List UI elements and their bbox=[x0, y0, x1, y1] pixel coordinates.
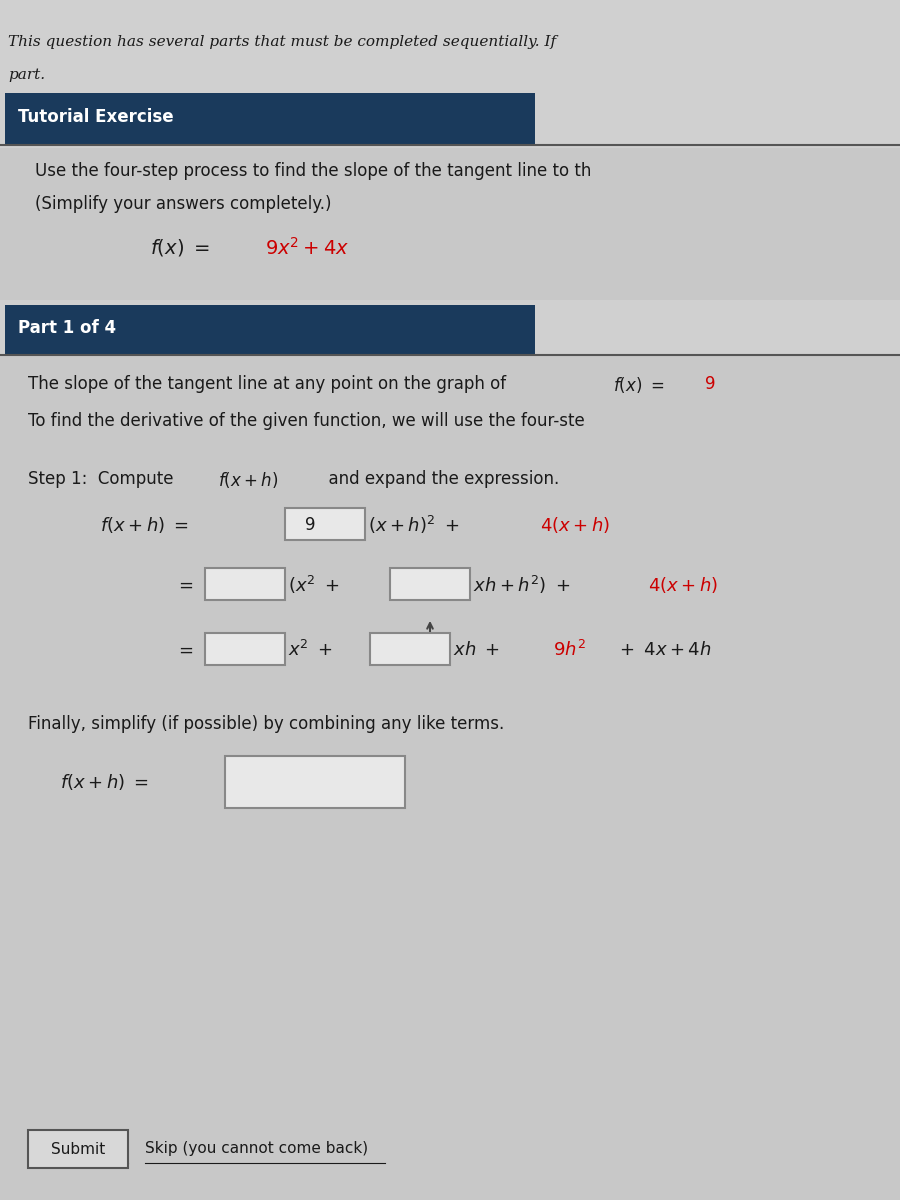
FancyBboxPatch shape bbox=[285, 508, 365, 540]
Text: Use the four-step process to find the slope of the tangent line to th: Use the four-step process to find the sl… bbox=[35, 162, 591, 180]
Text: $f(x + h)$: $f(x + h)$ bbox=[218, 470, 278, 490]
Text: $f(x + h)\ =\ $: $f(x + h)\ =\ $ bbox=[100, 515, 189, 535]
Text: $xh\ +\ $: $xh\ +\ $ bbox=[453, 641, 500, 659]
FancyBboxPatch shape bbox=[0, 148, 900, 300]
Text: To find the derivative of the given function, we will use the four-ste: To find the derivative of the given func… bbox=[28, 412, 585, 430]
Text: $\ +\ 4x + 4h$: $\ +\ 4x + 4h$ bbox=[610, 641, 712, 659]
FancyBboxPatch shape bbox=[5, 305, 535, 355]
Text: $(x^2\ +$: $(x^2\ +$ bbox=[288, 574, 339, 596]
FancyBboxPatch shape bbox=[5, 92, 535, 145]
FancyBboxPatch shape bbox=[28, 1130, 128, 1168]
Text: $xh + h^2)\ +\ $: $xh + h^2)\ +\ $ bbox=[473, 574, 571, 596]
Text: and expand the expression.: and expand the expression. bbox=[318, 470, 559, 488]
Text: 9: 9 bbox=[705, 374, 716, 392]
Text: Skip (you cannot come back): Skip (you cannot come back) bbox=[145, 1141, 368, 1157]
Text: part.: part. bbox=[8, 68, 45, 82]
Text: Submit: Submit bbox=[51, 1141, 105, 1157]
Text: $(x + h)^2\ +\ $: $(x + h)^2\ +\ $ bbox=[368, 514, 459, 536]
Text: $9h^2$: $9h^2$ bbox=[553, 640, 586, 660]
Text: $x^2\ +$: $x^2\ +$ bbox=[288, 640, 333, 660]
FancyBboxPatch shape bbox=[370, 634, 450, 665]
Text: 9: 9 bbox=[305, 516, 316, 534]
Text: $f(x + h)\ =$: $f(x + h)\ =$ bbox=[60, 772, 149, 792]
Text: $4(x + h)$: $4(x + h)$ bbox=[648, 575, 718, 595]
Text: $9x^2 + 4x$: $9x^2 + 4x$ bbox=[265, 238, 349, 259]
Text: Part 1 of 4: Part 1 of 4 bbox=[18, 319, 116, 337]
Text: Tutorial Exercise: Tutorial Exercise bbox=[18, 108, 174, 126]
Text: Finally, simplify (if possible) by combining any like terms.: Finally, simplify (if possible) by combi… bbox=[28, 715, 504, 733]
FancyBboxPatch shape bbox=[390, 568, 470, 600]
Text: (Simplify your answers completely.): (Simplify your answers completely.) bbox=[35, 194, 331, 212]
Text: The slope of the tangent line at any point on the graph of: The slope of the tangent line at any poi… bbox=[28, 374, 517, 392]
FancyBboxPatch shape bbox=[205, 634, 285, 665]
FancyBboxPatch shape bbox=[205, 568, 285, 600]
Text: $f(x)\ =\ $: $f(x)\ =\ $ bbox=[150, 238, 210, 258]
Text: $=$: $=$ bbox=[175, 641, 194, 659]
FancyBboxPatch shape bbox=[0, 355, 900, 1200]
Text: $f(x)\ =\ $: $f(x)\ =\ $ bbox=[613, 374, 664, 395]
Text: $4(x + h)$: $4(x + h)$ bbox=[540, 515, 610, 535]
FancyBboxPatch shape bbox=[225, 756, 405, 808]
Text: Step 1:  Compute: Step 1: Compute bbox=[28, 470, 184, 488]
Text: $=$: $=$ bbox=[175, 576, 194, 594]
Text: This question has several parts that must be completed sequentially. If: This question has several parts that mus… bbox=[8, 35, 556, 49]
